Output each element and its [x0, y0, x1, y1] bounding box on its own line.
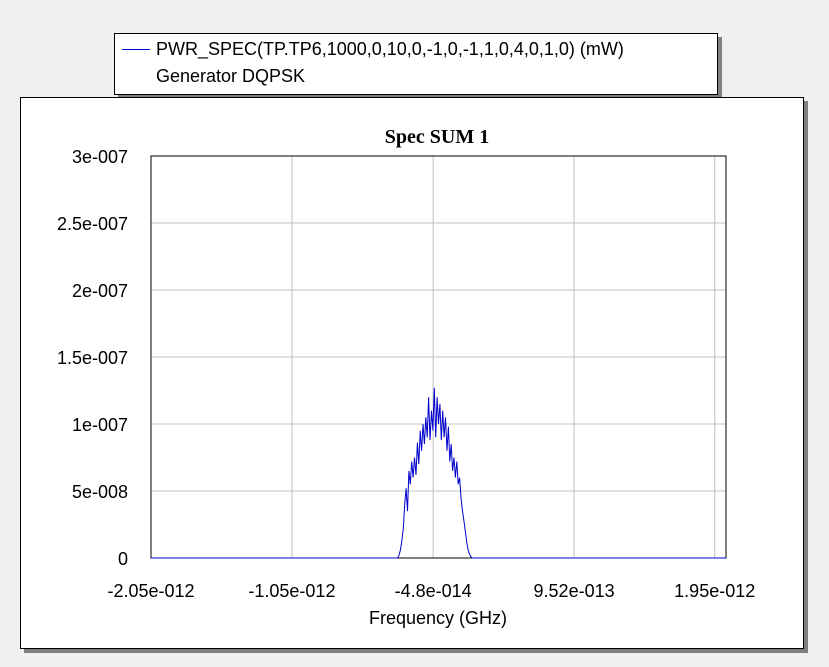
- grid-layer: [151, 156, 726, 558]
- legend-line-swatch: [122, 49, 150, 50]
- x-tick-label: -4.8e-014: [395, 581, 472, 601]
- y-tick-label: 3e-007: [72, 147, 128, 167]
- series-line: [151, 387, 726, 559]
- x-axis-ticks: -2.05e-012 -1.05e-012 -4.8e-014 9.52e-013 1.…: [107, 581, 755, 601]
- x-tick-label: -1.05e-012: [248, 581, 335, 601]
- y-tick-label: 0: [118, 549, 128, 569]
- y-axis-ticks: 0 5e-008 1e-007 1.5e-007 2e-007 2.5e-007 3e-00…: [57, 147, 128, 569]
- y-tick-label: 1e-007: [72, 415, 128, 435]
- y-tick-label: 2.5e-007: [57, 214, 128, 234]
- y-tick-label: 1.5e-007: [57, 348, 128, 368]
- chart-svg: Spec SUM 1 0 5e-008 1e-007 1.5e-007 2e-007 2.…: [57, 126, 755, 628]
- x-tick-label: -2.05e-012: [107, 581, 194, 601]
- plot-panel: Spec SUM 1 0 5e-008 1e-007 1.5e-007 2e-007 2.…: [20, 97, 804, 649]
- x-axis-label: Frequency (GHz): [369, 608, 507, 628]
- x-tick-label: 1.95e-012: [674, 581, 755, 601]
- y-tick-label: 2e-007: [72, 281, 128, 301]
- chart-title: Spec SUM 1: [385, 126, 489, 148]
- x-tick-label: 9.52e-013: [534, 581, 615, 601]
- legend-entry-sublabel: Generator DQPSK: [156, 66, 306, 86]
- legend: PWR_SPEC(TP.TP6,1000,0,10,0,-1,0,-1,1,0,…: [114, 33, 718, 95]
- legend-entry-label: PWR_SPEC(TP.TP6,1000,0,10,0,-1,0,-1,1,0,…: [156, 39, 624, 59]
- plot-area-border: [150, 155, 727, 559]
- series-layer: [151, 387, 726, 559]
- y-tick-label: 5e-008: [72, 482, 128, 502]
